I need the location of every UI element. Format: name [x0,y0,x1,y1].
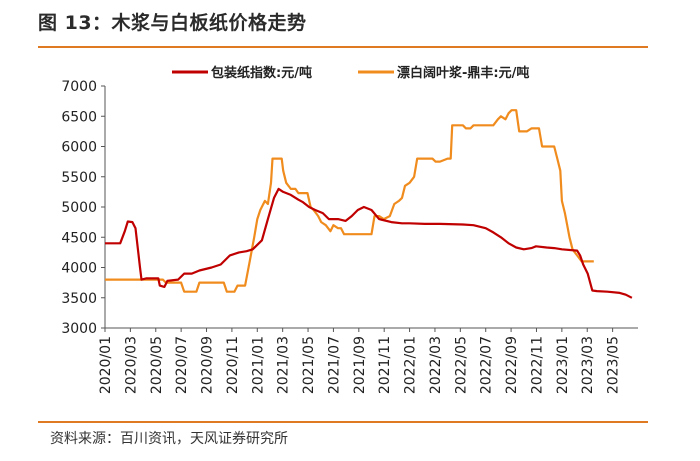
legend-label-packaging-index: 包装纸指数:元/吨 [211,65,312,81]
x-tick-label: 2023/03 [580,336,596,394]
figure-title: 图 13：木浆与白板纸价格走势 [38,12,307,34]
x-tick-label: 2023/01 [555,336,571,394]
x-tick-label: 2022/07 [479,336,495,394]
y-tick-label: 4000 [61,261,97,277]
y-tick-label: 5500 [61,170,97,186]
y-tick-label: 5000 [61,200,97,216]
x-tick-label: 2020/03 [123,336,139,394]
y-tick-label: 3500 [61,291,97,307]
x-tick-label: 2023/05 [606,336,622,394]
y-tick-label: 7000 [61,79,97,95]
legend-label-hardwood-pulp: 漂白阔叶浆-鼎丰:元/吨 [397,65,529,81]
y-tick-label: 6500 [61,109,97,125]
legend: 包装纸指数:元/吨 漂白阔叶浆-鼎丰:元/吨 [172,65,529,81]
series-line-hardwood-pulp [105,109,594,293]
title-divider [38,46,648,48]
x-tick-label: 2022/03 [428,336,444,394]
x-tick-label: 2020/05 [149,336,165,394]
footer-divider [38,421,648,423]
series-line-packaging-index [105,187,633,299]
x-tick-label: 2020/07 [174,336,190,394]
source-note: 资料来源：百川资讯，天风证券研究所 [50,431,288,447]
y-tick-label: 3000 [61,321,97,337]
x-tick-label: 2021/05 [301,336,317,394]
x-tick-label: 2022/01 [403,336,419,394]
x-tick-label: 2021/07 [326,336,342,394]
y-tick-label: 4500 [61,230,97,246]
x-tick-label: 2022/09 [504,336,520,394]
x-tick-label: 2021/03 [276,336,292,394]
x-tick-label: 2021/01 [250,336,266,394]
x-tick-label: 2022/05 [453,336,469,394]
x-tick-label: 2020/11 [225,336,241,394]
series-lines [105,109,633,299]
x-tick-label: 2020/09 [200,336,216,394]
x-tick-label: 2022/11 [529,336,545,394]
x-tick-label: 2021/11 [377,336,393,394]
x-tick-label: 2021/09 [352,336,368,394]
x-tick-label: 2020/01 [98,336,114,394]
y-tick-label: 6000 [61,140,97,156]
axes: 3000 3500 4000 4500 5000 5500 6000 6500 7000 2020… [61,79,638,394]
